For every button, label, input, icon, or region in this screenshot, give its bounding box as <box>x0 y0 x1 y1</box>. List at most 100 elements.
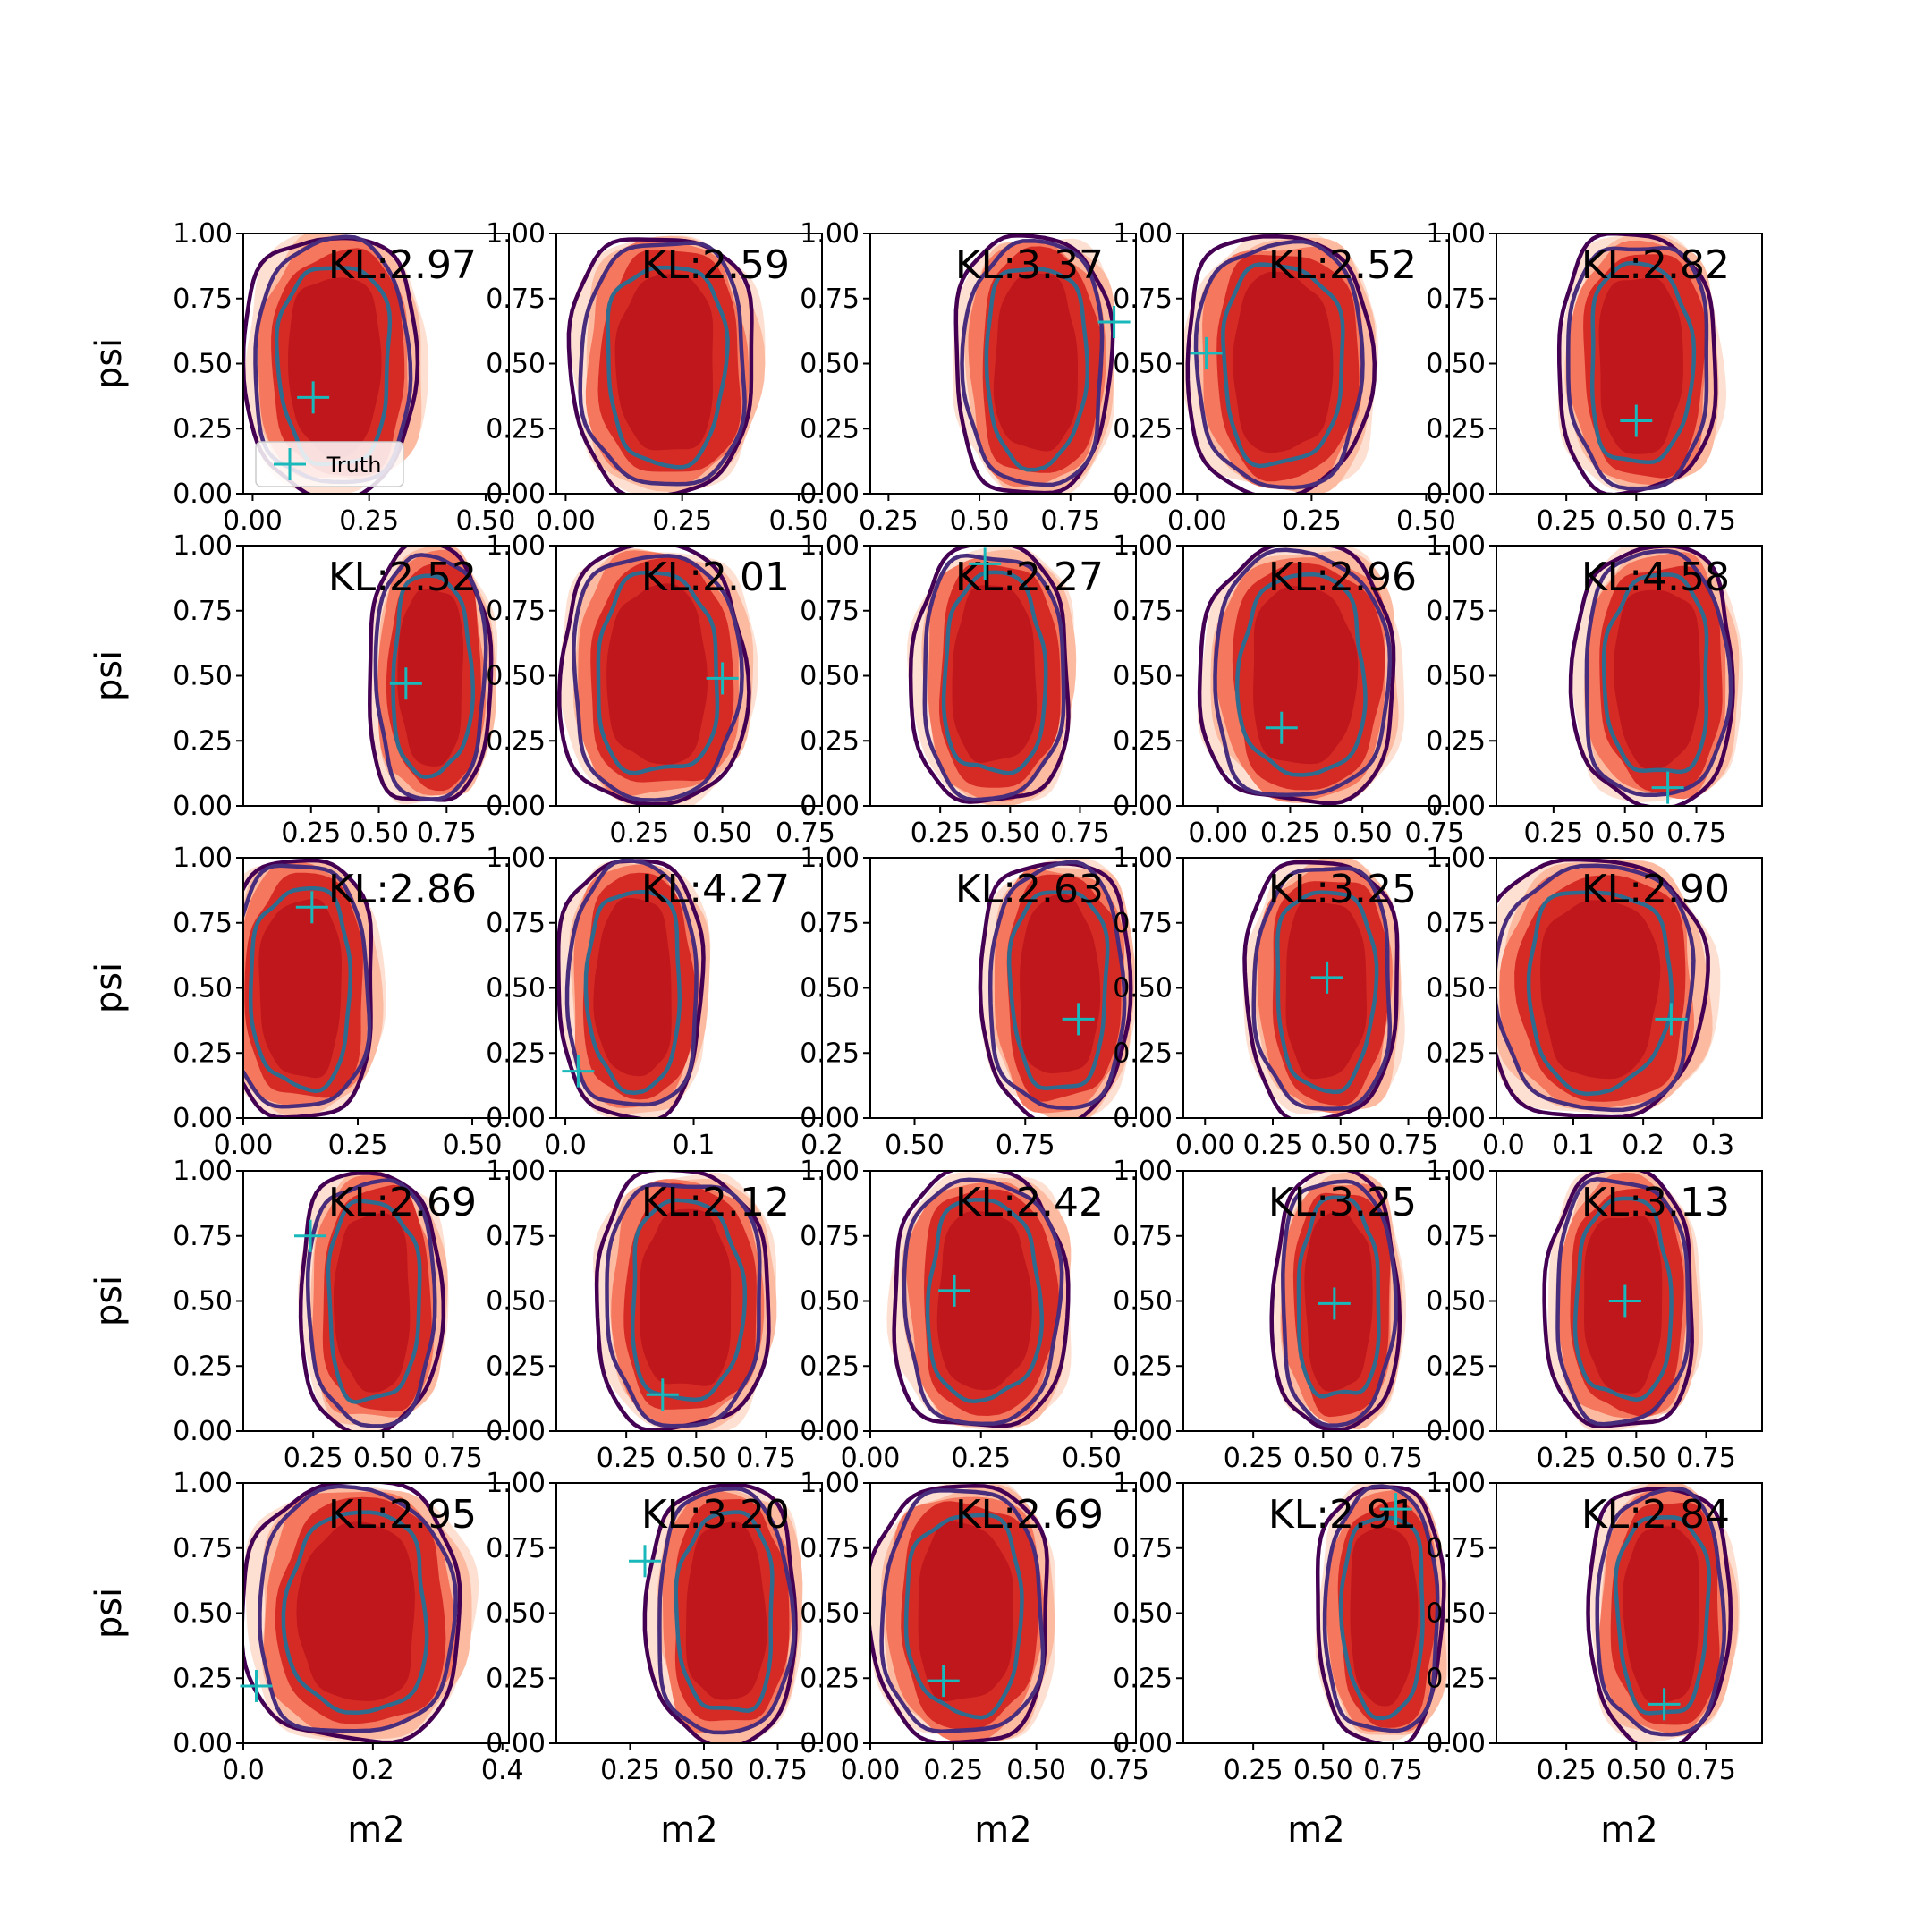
density-fill-level <box>1020 894 1101 1073</box>
x-tick-label: 0.1 <box>1552 1130 1595 1161</box>
truth-marker <box>1062 1003 1095 1036</box>
density-fill-level <box>1623 1526 1699 1704</box>
plot-area <box>593 1171 777 1431</box>
y-tick-label: 0.25 <box>800 725 860 757</box>
x-tick-label: 0.25 <box>1537 1443 1597 1474</box>
x-tick-label: 0.00 <box>223 505 283 537</box>
x-tick-label: 0.75 <box>1404 818 1464 849</box>
contour-outer <box>642 1483 798 1743</box>
panel: 0.00 0.25 0.50 0.75 1.00 0.25 0.50 0.75 KL:2.91 m… <box>1113 1468 1450 1851</box>
y-tick-label: 0.00 <box>486 1416 546 1447</box>
panel: 0.00 0.25 0.50 0.75 1.00 0.25 0.50 0.75 KL:2.84 m… <box>1426 1468 1763 1851</box>
contour-middle <box>1595 1486 1727 1737</box>
contour-middle <box>987 860 1127 1110</box>
y-tick-label: 0.75 <box>800 1533 860 1564</box>
y-tick-label: 0.50 <box>173 1598 233 1630</box>
x-tick-label: 0.25 <box>1224 1443 1284 1474</box>
truth-marker <box>1620 404 1653 437</box>
x-tick-label: 0.50 <box>1595 818 1655 849</box>
contour-middle <box>1566 245 1709 491</box>
y-tick-label: 1.00 <box>1426 218 1486 250</box>
y-tick-label: 1.00 <box>800 530 860 562</box>
x-tick-label: 0.75 <box>417 818 477 849</box>
contour-middle <box>879 1487 1046 1733</box>
contour-middle <box>1496 863 1696 1113</box>
y-tick-label: 0.50 <box>1113 1598 1173 1630</box>
x-tick-label: 0.25 <box>281 818 341 849</box>
contour-inner <box>596 570 720 775</box>
y-tick-label: 1.00 <box>800 1156 860 1187</box>
contour-outer <box>368 546 494 802</box>
contour-outer <box>243 1483 462 1743</box>
y-tick-label: 0.25 <box>800 1038 860 1069</box>
contour-outer <box>556 859 706 1118</box>
contour-inner <box>1234 572 1368 777</box>
contour-outer <box>1568 546 1735 806</box>
x-axis-label: m2 <box>1600 1809 1657 1851</box>
y-tick-label: 1.00 <box>1426 843 1486 874</box>
y-tick-label: 0.50 <box>486 973 546 1004</box>
kl-divergence-label: KL:2.86 <box>328 867 477 912</box>
contour-middle <box>902 1177 1064 1427</box>
contour-inner <box>606 265 730 470</box>
y-tick-label: 0.25 <box>1426 1663 1486 1694</box>
y-tick-label: 0.75 <box>1426 284 1486 315</box>
y-tick-label: 0.75 <box>1113 596 1173 627</box>
truth-marker <box>629 1545 661 1578</box>
x-tick-label: 0.25 <box>1260 818 1320 849</box>
x-tick-label: 0.50 <box>666 1443 726 1474</box>
x-tick-label: 0.25 <box>1537 1755 1597 1786</box>
y-tick-label: 1.00 <box>173 530 233 562</box>
y-tick-label: 0.50 <box>1113 661 1173 692</box>
contour-outer <box>908 546 1071 804</box>
x-tick-label: 0.2 <box>801 1130 843 1161</box>
contour-middle <box>1281 1179 1398 1428</box>
truth-marker <box>389 667 422 700</box>
panel: 0.00 0.25 0.50 0.75 1.00 0.25 0.50 0.75 KL:3.13 <box>1426 1156 1763 1474</box>
contour-outer <box>1496 858 1710 1118</box>
contour-middle <box>243 863 372 1109</box>
panel: 0.00 0.25 0.50 0.75 1.00 0.0 0.1 0.2 0.3 KL:2.90 <box>1426 843 1763 1161</box>
y-tick-label: 0.00 <box>800 1728 860 1759</box>
contour-inner <box>248 886 353 1094</box>
x-tick-label: 0.50 <box>980 818 1040 849</box>
truth-marker <box>1648 1688 1681 1721</box>
contour-middle <box>258 1484 458 1733</box>
y-tick-label: 0.75 <box>173 284 233 315</box>
y-tick-label: 0.00 <box>800 791 860 822</box>
y-tick-label: 0.00 <box>173 1103 233 1134</box>
density-fill-level <box>1233 271 1334 453</box>
panel: 0.00 0.25 0.50 0.75 1.00 0.00 0.25 0.50 0.75 KL:2… <box>1113 530 1464 849</box>
y-tick-label: 0.75 <box>486 1221 546 1252</box>
y-tick-label: 0.25 <box>173 725 233 757</box>
x-tick-label: 0.50 <box>349 818 409 849</box>
kl-divergence-label: KL:2.42 <box>955 1180 1104 1225</box>
contour-outer <box>557 546 751 806</box>
y-tick-label: 0.25 <box>800 413 860 445</box>
x-tick-label: 0.00 <box>1167 505 1227 537</box>
truth-marker <box>297 381 330 414</box>
contour-inner <box>984 267 1089 472</box>
x-tick-label: 0.25 <box>1224 1755 1284 1786</box>
y-axis-label: psi <box>89 650 130 701</box>
x-tick-label: 0.25 <box>951 1443 1011 1474</box>
plot-area <box>642 1483 803 1743</box>
y-tick-label: 1.00 <box>173 1468 233 1499</box>
x-tick-label: 0.50 <box>1606 505 1666 537</box>
x-tick-label: 0.50 <box>674 1755 734 1786</box>
kl-divergence-label: KL:3.13 <box>1581 1180 1730 1225</box>
y-tick-label: 0.75 <box>1113 908 1173 939</box>
contour-middle <box>922 553 1066 802</box>
y-tick-label: 0.00 <box>173 1728 233 1759</box>
contour-outer <box>1315 1485 1446 1743</box>
y-tick-label: 1.00 <box>800 843 860 874</box>
contour-inner <box>674 1510 775 1713</box>
y-tick-label: 0.00 <box>486 1728 546 1759</box>
plot-area <box>886 1171 1072 1431</box>
x-tick-label: 0.75 <box>1363 1755 1423 1786</box>
y-tick-label: 0.75 <box>1426 596 1486 627</box>
panel-grid: 0.000.250.500.751.000.00 0.25 0.50KL:2.97p… <box>89 218 1763 1851</box>
x-tick-label: 0.0 <box>1482 1130 1525 1161</box>
x-tick-label: 0.75 <box>736 1443 796 1474</box>
